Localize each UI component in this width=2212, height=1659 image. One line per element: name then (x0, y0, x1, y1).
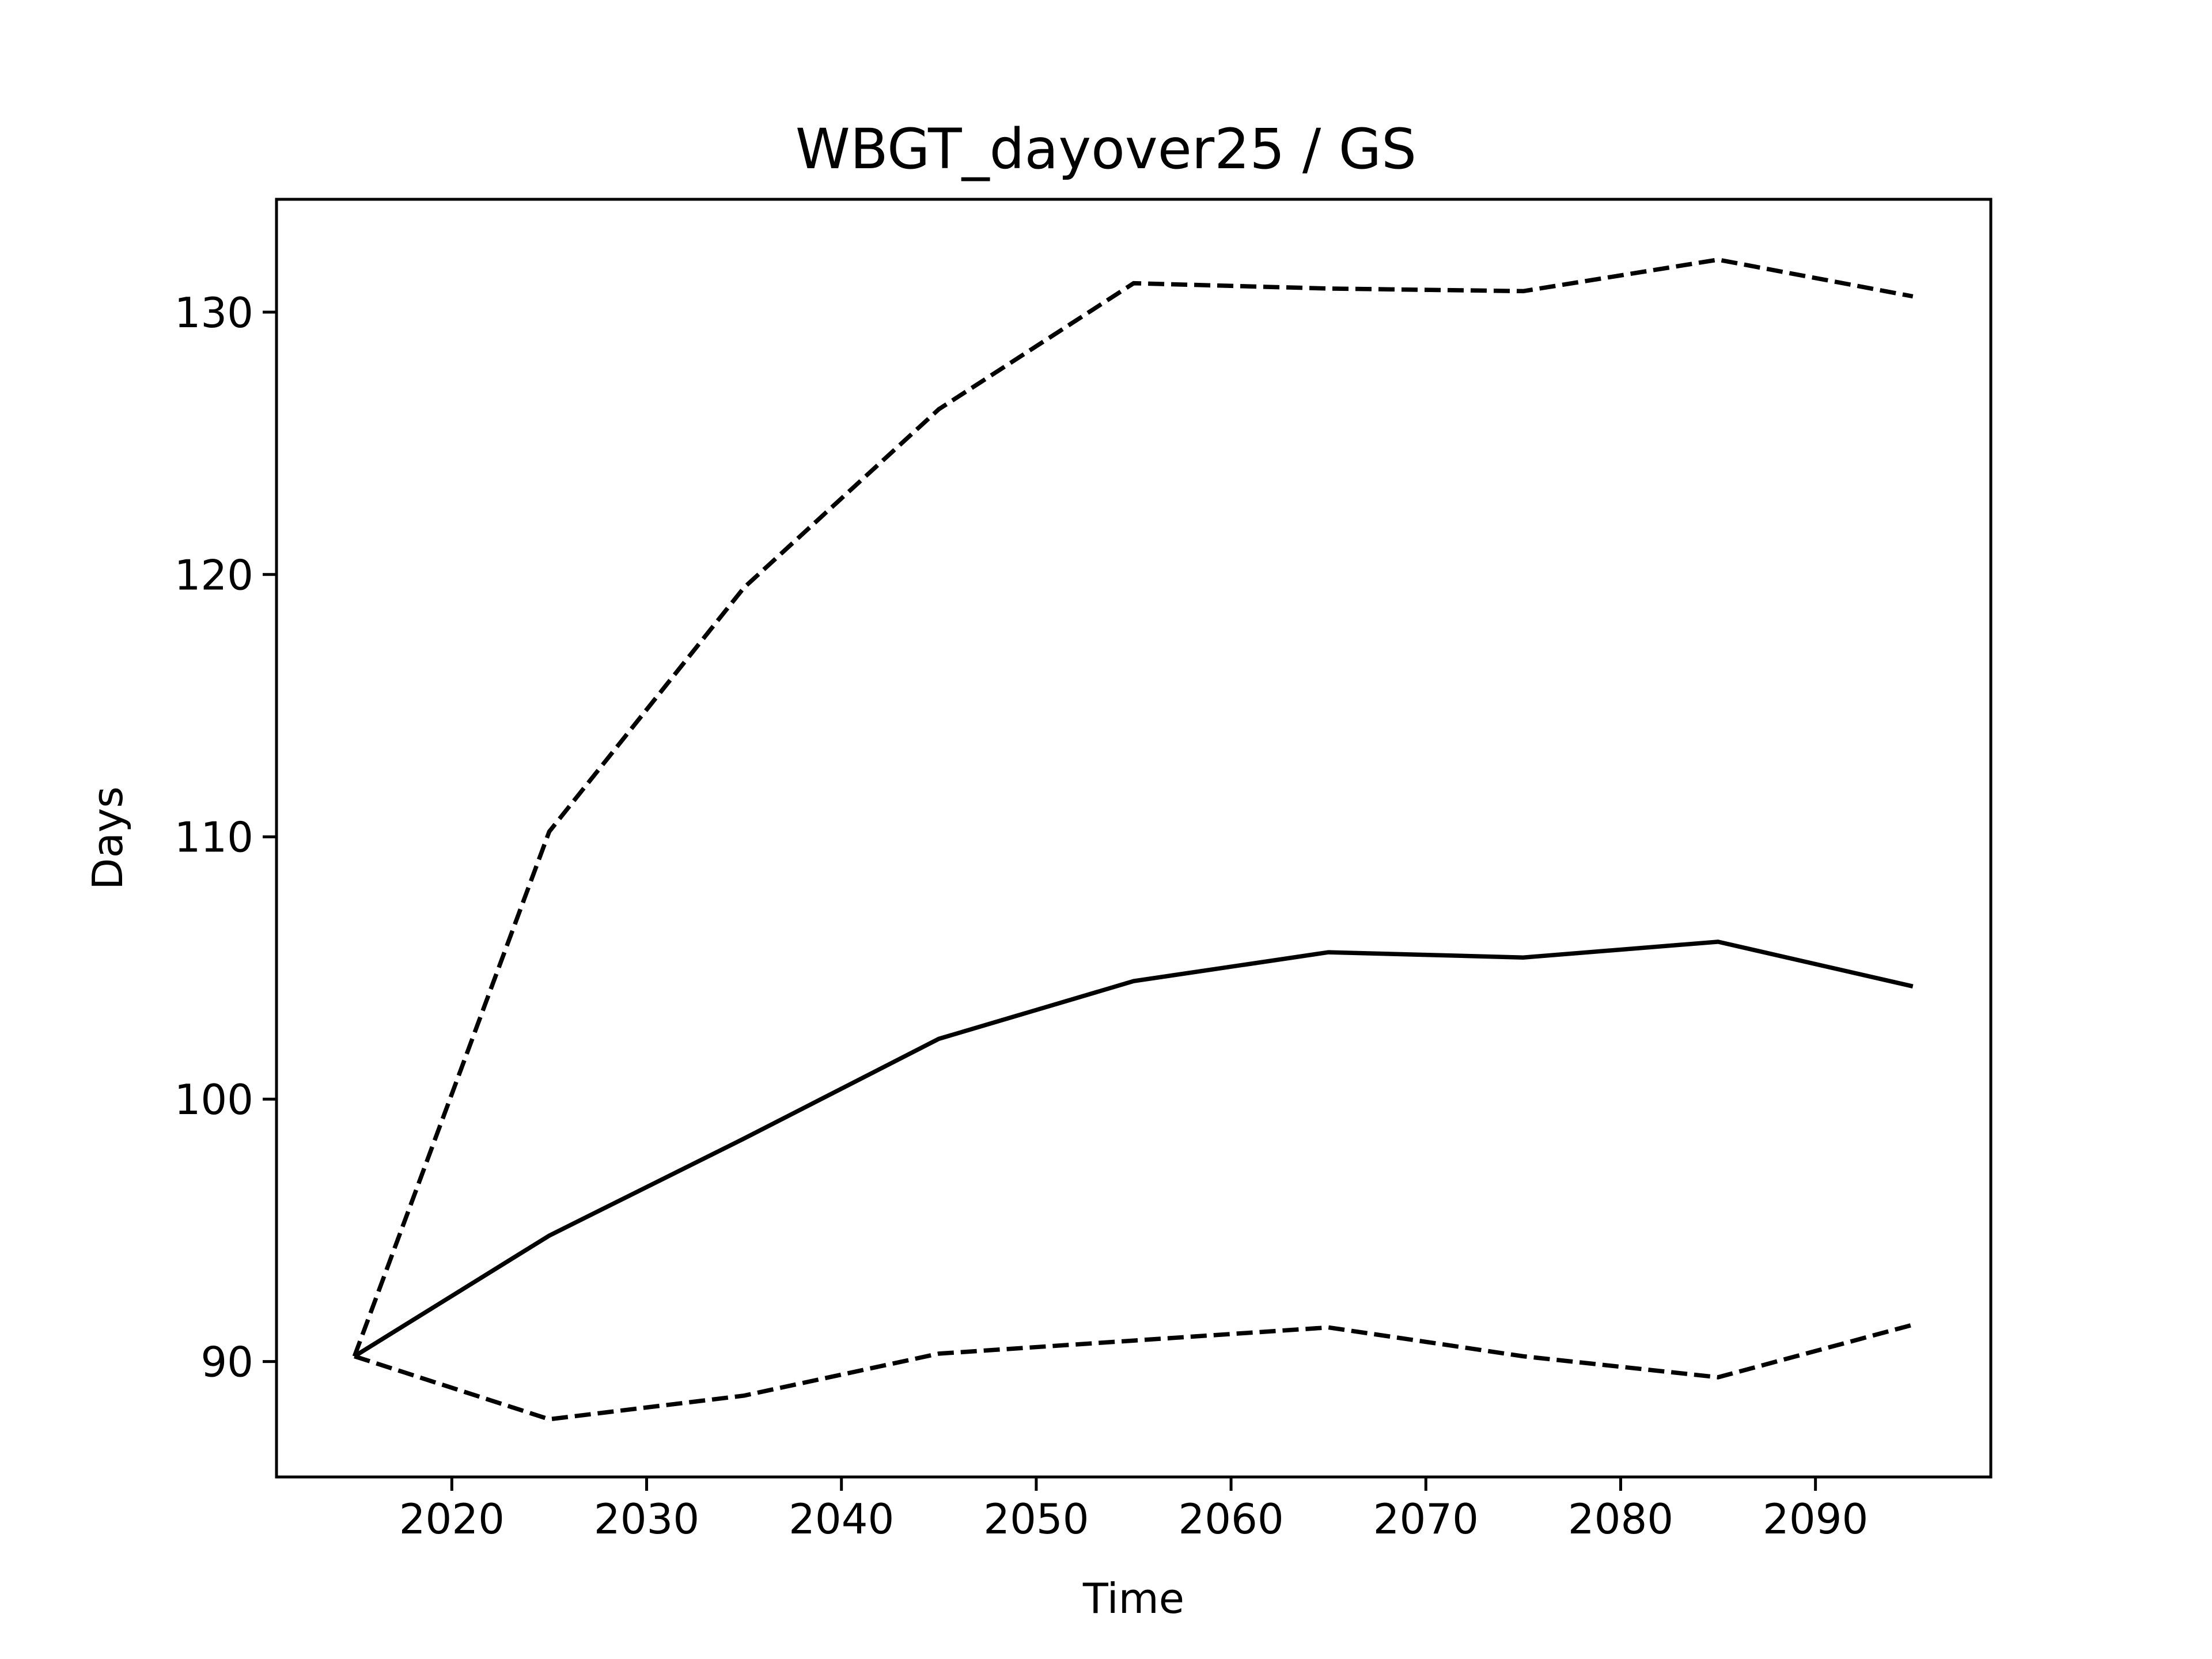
x-tick-label: 2020 (399, 1495, 505, 1543)
plot-area (352, 257, 1914, 1422)
lower-bound-line (354, 1323, 1914, 1422)
x-tick-label: 2090 (1763, 1495, 1868, 1543)
y-tick-label: 90 (200, 1338, 253, 1387)
chart-title: WBGT_dayover25 / GS (796, 117, 1416, 181)
x-tick-label: 2040 (789, 1495, 894, 1543)
x-axis: 2020 2030 2040 2050 2060 2070 2080 2090 (399, 1477, 1868, 1543)
median-line (353, 940, 1914, 1358)
x-tick-label: 2060 (1178, 1495, 1283, 1543)
y-tick-label: 130 (175, 289, 253, 337)
y-tick-label: 120 (175, 551, 253, 599)
y-axis-label: Days (84, 786, 132, 890)
x-tick-label: 2050 (983, 1495, 1089, 1543)
x-tick-label: 2080 (1568, 1495, 1673, 1543)
upper-bound-line (352, 257, 1914, 1357)
y-axis: 90 100 110 120 130 (175, 289, 276, 1387)
y-tick-label: 100 (175, 1075, 253, 1124)
plot-frame (275, 198, 1993, 1479)
x-tick-label: 2070 (1373, 1495, 1479, 1543)
x-axis-label: Time (1082, 1574, 1184, 1623)
x-tick-label: 2030 (594, 1495, 699, 1543)
y-tick-label: 110 (175, 813, 253, 862)
